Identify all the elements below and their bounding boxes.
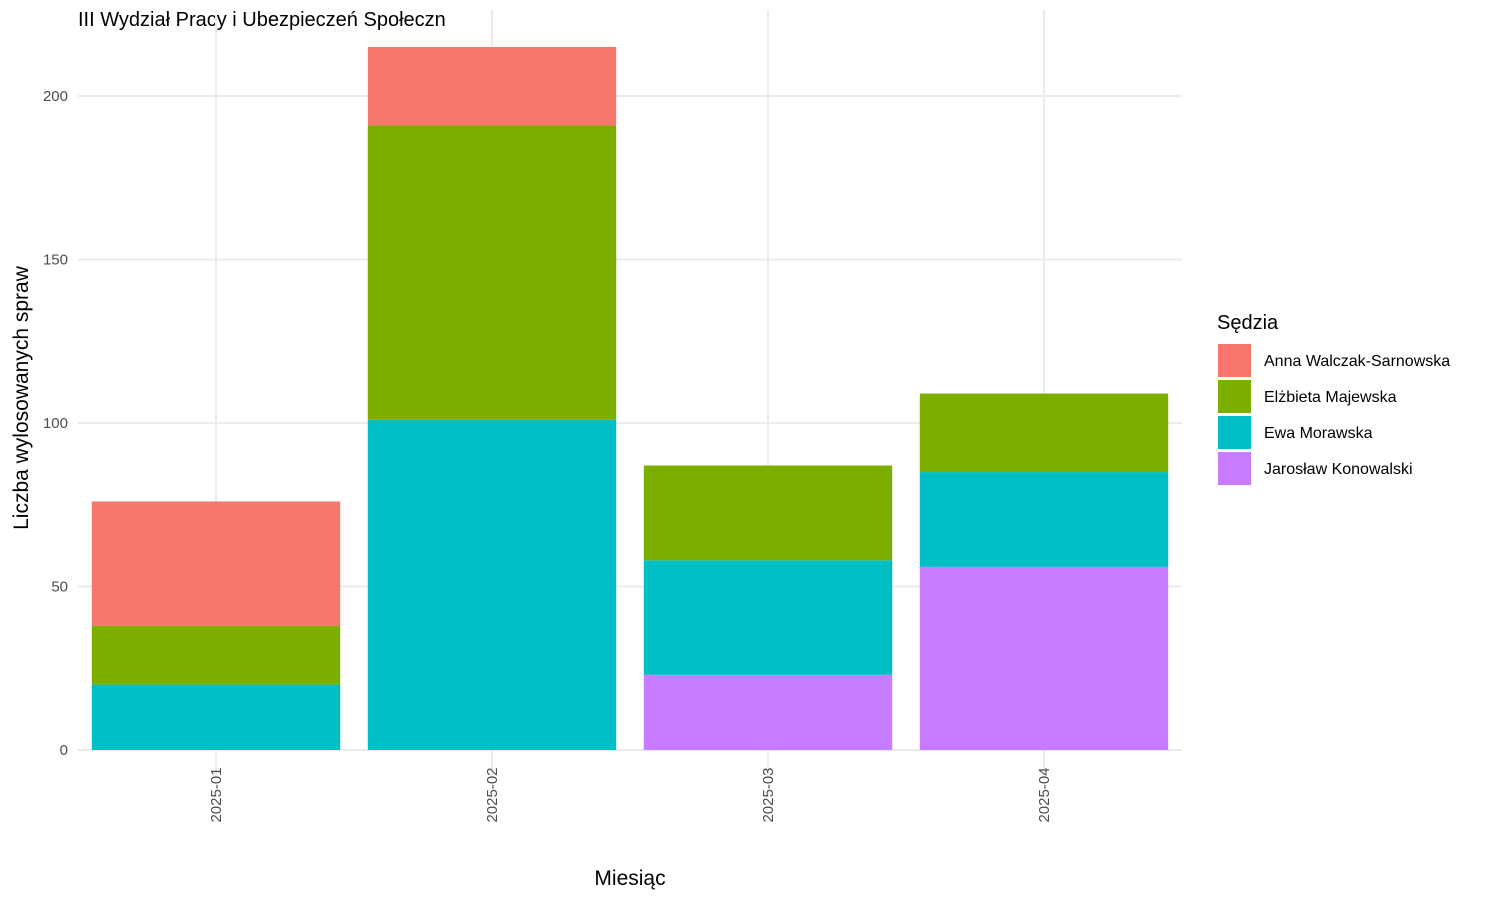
bar-segment	[91, 625, 341, 685]
bar-segment	[91, 501, 341, 626]
bar-segment	[643, 674, 893, 750]
bar-segment	[367, 125, 617, 420]
bar-segment	[919, 393, 1169, 473]
y-axis-ticks: 0 50 100 150 200	[43, 88, 68, 759]
legend-label: Jarosław Konowalski	[1264, 461, 1413, 478]
legend-label: Ewa Morawska	[1264, 425, 1373, 442]
x-axis-ticks: 2025-01 2025-02 2025-03 2025-04	[208, 767, 1053, 822]
chart-title: III Wydział Pracy i Ubezpieczeń Społeczn	[78, 9, 446, 31]
y-tick-label: 150	[43, 252, 68, 269]
bar-segment	[919, 566, 1169, 750]
x-tick-label: 2025-04	[1036, 767, 1053, 822]
legend-swatch	[1218, 380, 1251, 413]
y-axis-title: Liczba wylosowanych spraw	[10, 265, 33, 530]
y-tick-label: 200	[43, 88, 68, 105]
legend-swatch	[1218, 344, 1251, 377]
bars	[91, 46, 1169, 750]
bar-segment	[643, 465, 893, 561]
bar-segment	[367, 46, 617, 126]
x-axis-title: Miesiąc	[594, 867, 665, 890]
legend-swatch	[1218, 416, 1251, 449]
x-tick-label: 2025-03	[760, 767, 777, 822]
legend: Sędzia Anna Walczak-Sarnowska Elżbieta Ma…	[1217, 312, 1450, 485]
legend-label: Elżbieta Majewska	[1264, 389, 1397, 406]
legend-title: Sędzia	[1217, 312, 1279, 334]
y-tick-label: 0	[60, 742, 68, 759]
legend-swatch	[1218, 452, 1251, 485]
y-tick-label: 100	[43, 415, 68, 432]
y-tick-label: 50	[51, 579, 68, 596]
x-tick-label: 2025-02	[484, 767, 501, 822]
x-tick-label: 2025-01	[208, 767, 225, 822]
bar-segment	[91, 684, 341, 750]
bar-segment	[367, 419, 617, 750]
legend-label: Anna Walczak-Sarnowska	[1264, 353, 1450, 370]
bar-segment	[643, 560, 893, 675]
bar-segment	[919, 472, 1169, 567]
